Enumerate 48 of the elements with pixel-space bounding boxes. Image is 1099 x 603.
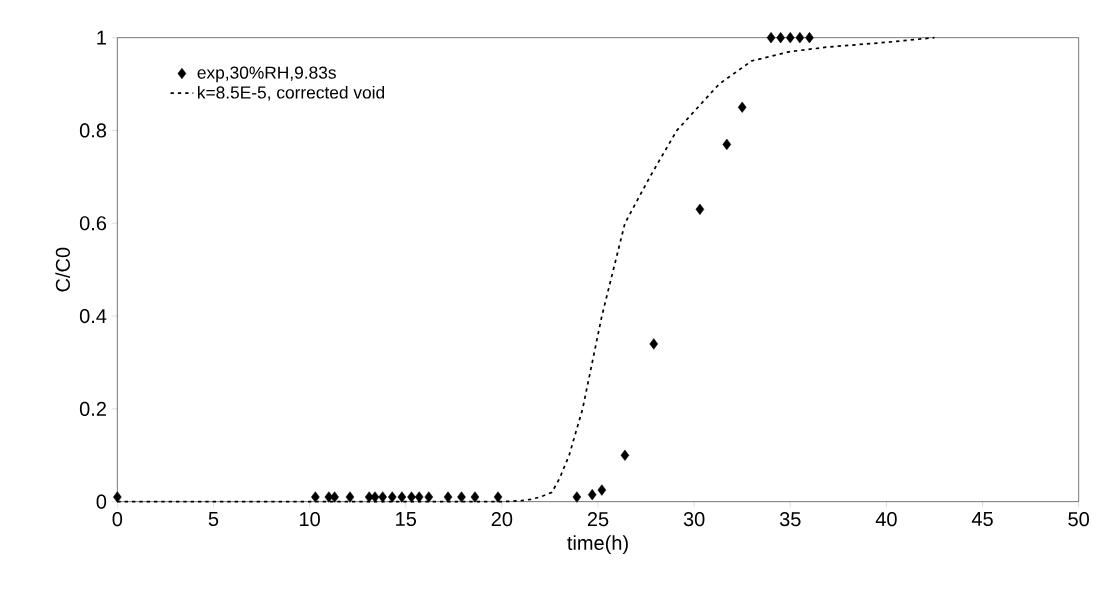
point [805,32,814,44]
x-tick-label: 35 [779,512,801,527]
point [330,491,339,503]
x-tick-label: 10 [300,512,320,527]
point [443,491,453,503]
point [695,203,705,215]
legend-label: exp,30%RH,9.83s [197,66,336,83]
x-axis-title: time(h) [567,535,628,554]
point [766,32,776,44]
point [470,491,480,503]
point [722,138,732,150]
y-tick-label: 0 [96,494,107,509]
x-tick-label: 20 [491,512,513,527]
y-tick-label: 0.8 [79,123,107,138]
x-tick-label: 30 [683,512,705,527]
x-tick-label: 25 [587,512,609,527]
y-tick-label: 0.6 [79,216,107,231]
y-tick-label: 1 [97,30,106,45]
point [388,491,397,503]
point [345,491,355,503]
x-tick-label: 15 [396,512,417,526]
y-tick-label: 0.2 [79,401,106,416]
x-tick-label: 40 [875,512,897,527]
point [113,491,122,503]
legend-label: k=8.5E-5, corrected void [198,85,385,101]
point [572,491,582,503]
point [424,491,434,503]
y-axis-title: C/C0 [55,247,70,292]
point [649,338,659,350]
point [378,491,387,503]
x-tick-label: 50 [1068,512,1089,527]
point [597,484,607,496]
point [587,489,597,501]
point [311,491,320,503]
point [620,449,630,461]
point [407,491,416,503]
point [457,491,466,503]
y-tick-label: 0.4 [79,308,107,324]
point [414,491,424,503]
point [795,32,805,44]
x-tick-label: 5 [208,512,219,526]
point [737,101,747,113]
point [493,491,503,503]
point [786,32,795,44]
x-tick-label: 0 [112,512,123,527]
x-tick-label: 45 [971,512,993,526]
point [397,491,407,503]
point [776,32,785,44]
